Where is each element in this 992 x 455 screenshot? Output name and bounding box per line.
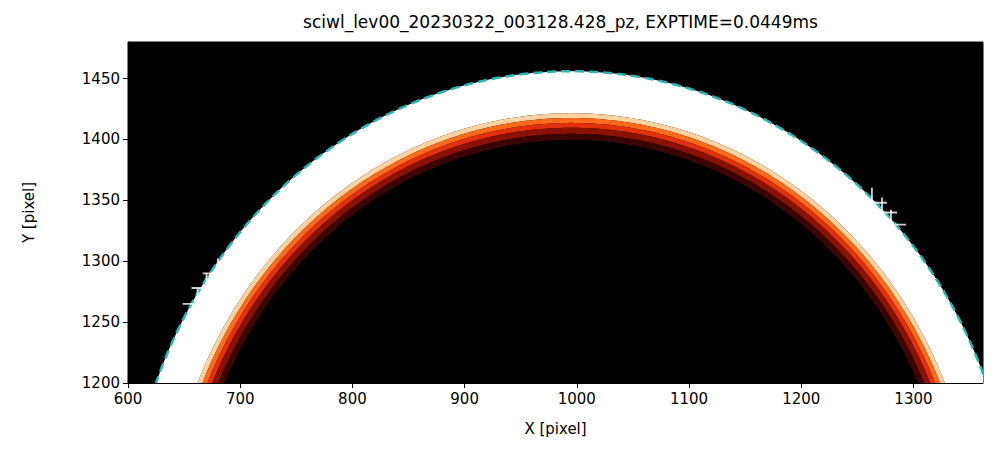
svg-text:1100: 1100: [670, 390, 708, 408]
svg-text:sciwl_lev00_20230322_003128.42: sciwl_lev00_20230322_003128.428_pz, EXPT…: [303, 12, 818, 33]
svg-text:Y [pixel]: Y [pixel]: [20, 182, 38, 244]
svg-text:600: 600: [114, 390, 143, 408]
svg-text:X [pixel]: X [pixel]: [524, 420, 586, 438]
svg-text:1200: 1200: [782, 390, 820, 408]
svg-text:900: 900: [450, 390, 479, 408]
svg-text:1300: 1300: [82, 252, 120, 270]
svg-text:1450: 1450: [82, 70, 120, 88]
svg-text:1300: 1300: [894, 390, 932, 408]
svg-text:700: 700: [226, 390, 255, 408]
svg-text:1000: 1000: [558, 390, 596, 408]
svg-text:1200: 1200: [81, 374, 120, 392]
svg-text:1250: 1250: [82, 313, 120, 331]
svg-text:1350: 1350: [82, 191, 120, 209]
svg-text:800: 800: [338, 390, 367, 408]
svg-text:1400: 1400: [82, 130, 120, 148]
